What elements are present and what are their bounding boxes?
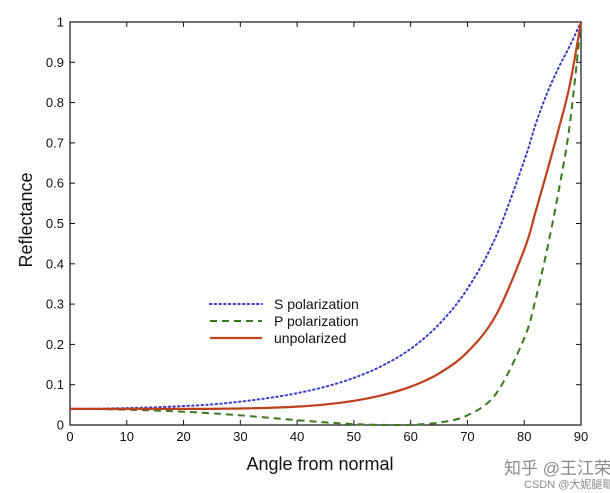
y-tick-label: 0.1: [46, 377, 64, 392]
x-tick-label: 90: [574, 429, 588, 444]
x-tick-label: 0: [66, 429, 73, 444]
series-line-s-polarization: [69, 21, 582, 410]
series-line-p-polarization: [69, 21, 582, 427]
y-tick-label: 0.6: [46, 176, 64, 191]
x-tick-label: 40: [290, 429, 304, 444]
x-tick-label: 20: [176, 429, 190, 444]
x-tick-label: 50: [347, 429, 361, 444]
axis-ticks: 0 10 20 30 40 50 60 70 80 90 0 0.1 0.2 0.3 0.4 0.5 0.6 0.…: [46, 15, 588, 445]
legend-label: S polarization: [274, 296, 359, 312]
y-axis-label: Reflectance: [16, 172, 36, 267]
watermark-zhihu: 知乎 @王江荣: [504, 459, 610, 478]
data-series: [69, 21, 583, 427]
plot-border: [69, 21, 582, 426]
y-tick-label: 0.5: [46, 216, 64, 231]
plot-frame: [69, 21, 582, 426]
x-axis-label: Angle from normal: [246, 454, 393, 474]
series-line-unpolarized: [69, 21, 583, 411]
y-tick-label: 1: [57, 15, 64, 30]
x-tick-label: 70: [460, 429, 474, 444]
x-tick-label: 10: [120, 429, 134, 444]
y-tick-label: 0: [57, 418, 64, 433]
y-tick-label: 0.4: [46, 256, 64, 271]
y-tick-label: 0.7: [46, 135, 64, 150]
x-tick-label: 80: [517, 429, 531, 444]
legend-label: unpolarized: [274, 330, 346, 346]
y-tick-label: 0.9: [46, 55, 64, 70]
x-tick-label: 30: [233, 429, 247, 444]
y-tick-label: 0.8: [46, 95, 64, 110]
legend-label: P polarization: [274, 313, 359, 329]
y-tick-label: 0.3: [46, 297, 64, 312]
x-tick-label: 60: [403, 429, 417, 444]
y-tick-label: 0.2: [46, 337, 64, 352]
watermark-csdn: CSDN @大妮腿耶: [524, 479, 610, 491]
